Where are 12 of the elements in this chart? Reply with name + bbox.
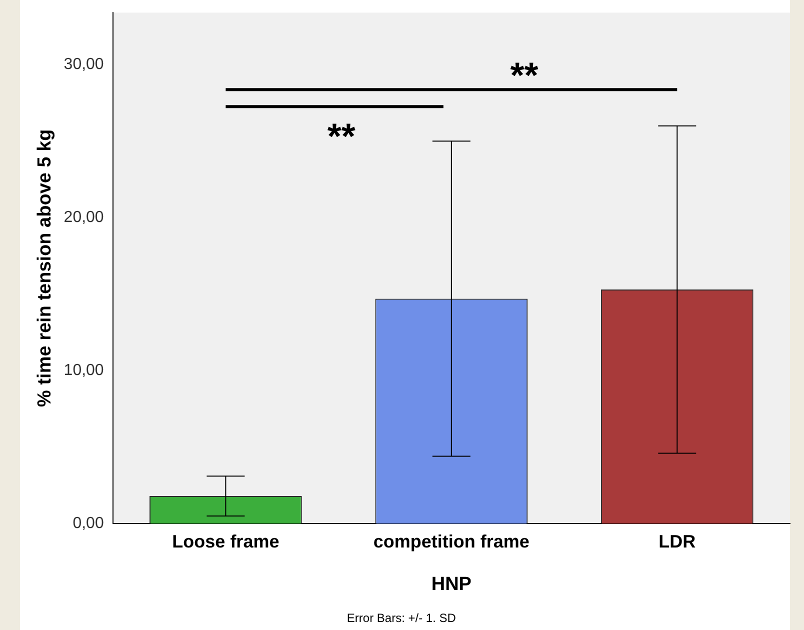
x-tick-label: Loose frame <box>172 531 280 552</box>
annotation: ** <box>327 116 356 157</box>
y-tick-label: 20,00 <box>64 209 104 226</box>
text: Error Bars: +/- 1. SD <box>346 611 456 625</box>
y-axis-title: % time rein tension above 5 kg <box>34 129 56 407</box>
y-tick-label: 10,00 <box>64 362 104 380</box>
x-axis-title: HNP <box>431 574 472 595</box>
y-tick-label: 0,00 <box>72 515 104 532</box>
annotation: ** <box>510 54 538 96</box>
x-tick-label: competition frame <box>373 531 530 552</box>
x-tick-label: LDR <box>658 531 696 552</box>
y-tick-label: 30,00 <box>64 56 104 74</box>
